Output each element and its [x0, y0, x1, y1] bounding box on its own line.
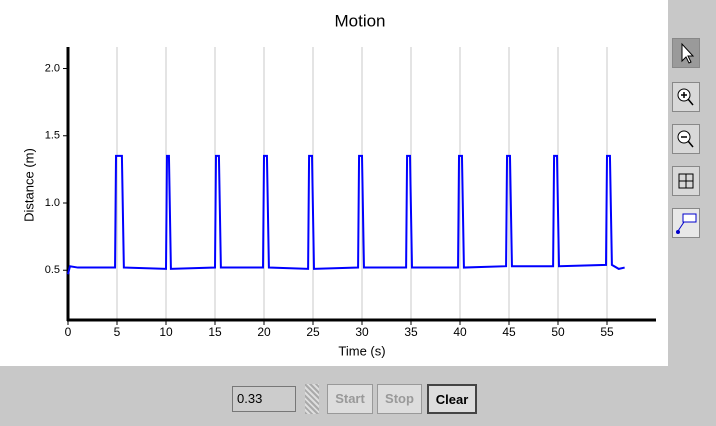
- x-tick-label: 10: [159, 325, 173, 339]
- x-tick-label: 45: [502, 325, 516, 339]
- x-tick-label: 40: [453, 325, 467, 339]
- zoom-out-tool[interactable]: [672, 124, 700, 154]
- x-tick-label: 15: [208, 325, 222, 339]
- clear-button[interactable]: Clear: [427, 384, 477, 414]
- stop-button[interactable]: Stop: [377, 384, 422, 414]
- start-button[interactable]: Start: [327, 384, 373, 414]
- chart-title: Motion: [334, 11, 385, 30]
- x-tick-label: 35: [404, 325, 418, 339]
- y-axis-label: Distance (m): [21, 148, 36, 222]
- y-tick-label: 1.0: [45, 197, 60, 209]
- grid-tool[interactable]: [672, 166, 700, 196]
- y-tick-label: 2.0: [45, 62, 60, 74]
- zoom-in-tool[interactable]: [672, 82, 700, 112]
- x-tick-label: 55: [600, 325, 614, 339]
- annotate-tool[interactable]: [672, 208, 700, 238]
- x-axis-label: Time (s): [338, 343, 385, 358]
- toolbar: [668, 0, 716, 366]
- x-tick-label: 50: [551, 325, 565, 339]
- x-tick-label: 5: [114, 325, 121, 339]
- rate-field[interactable]: 0.33: [232, 386, 296, 412]
- y-tick-label: 0.5: [45, 264, 60, 276]
- chart: Motion Time (s) Distance (m) 0 5 10 15 20 25 3…: [21, 11, 656, 358]
- select-tool[interactable]: [672, 38, 700, 68]
- x-tick-label: 30: [355, 325, 369, 339]
- x-tick-label: 20: [257, 325, 271, 339]
- control-bar: 0.33 Start Stop Clear: [0, 366, 716, 426]
- x-tick-label: 25: [306, 325, 320, 339]
- grip: [305, 384, 319, 414]
- x-tick-label: 0: [65, 325, 72, 339]
- y-tick-label: 1.5: [45, 130, 60, 142]
- data-line: [67, 154, 625, 275]
